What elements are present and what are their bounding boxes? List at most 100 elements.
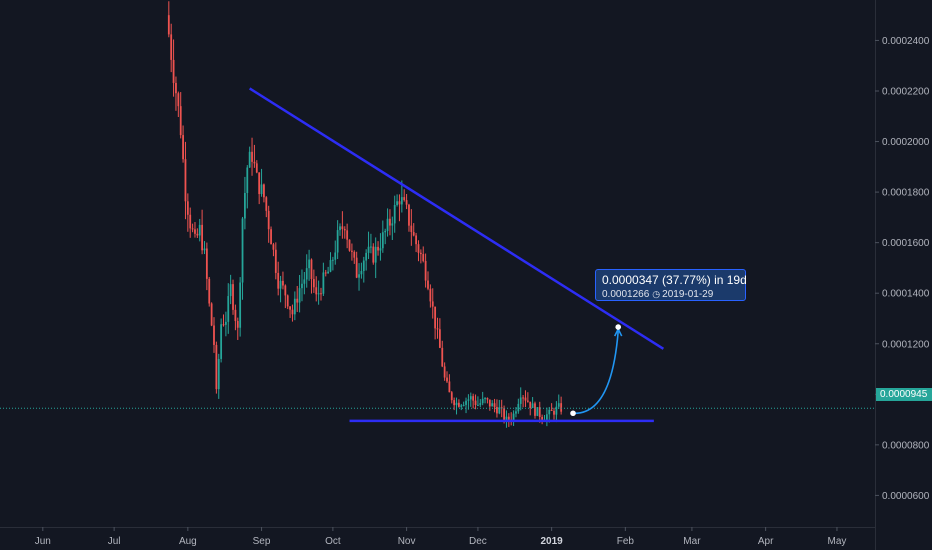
candle-body — [536, 407, 539, 416]
projection-target-price: 0.0001266 — [602, 289, 650, 300]
price-tick-label: 0.0001400 — [882, 289, 930, 300]
candle-body — [282, 280, 284, 286]
candle-body — [450, 392, 453, 401]
candle-body — [493, 403, 496, 407]
candle-body — [324, 272, 327, 274]
candle-body — [244, 192, 246, 219]
candle-body — [213, 325, 215, 345]
candle-body — [217, 358, 220, 390]
candle-body — [329, 260, 332, 272]
time-tick-label: Apr — [758, 536, 774, 547]
candle-body — [427, 280, 429, 289]
candle-body — [286, 295, 289, 307]
candle-body — [386, 218, 389, 231]
candle-body — [205, 248, 208, 279]
candle-body — [320, 293, 322, 295]
candle-body — [284, 285, 287, 296]
candle-body — [274, 249, 277, 273]
candle-body — [408, 204, 410, 226]
projection-info-box: 0.0000347 (37.77%) in 19d 0.0001266 ◷ 2019… — [595, 269, 747, 301]
candle-body — [270, 229, 272, 245]
candle-body — [196, 233, 199, 236]
candle-body — [491, 403, 494, 407]
time-tick-label: Aug — [179, 536, 197, 547]
candle-body — [460, 405, 463, 407]
candle-body — [236, 321, 239, 328]
candle-body — [438, 329, 441, 348]
candle-body — [481, 398, 484, 404]
candle-body — [457, 402, 460, 407]
candle-body — [229, 284, 232, 297]
candle-body — [251, 151, 253, 162]
candle-body — [417, 244, 420, 253]
candle-body — [179, 106, 182, 136]
candle-body — [184, 159, 187, 202]
price-tick-label: 0.0002400 — [882, 36, 930, 47]
candle-body — [403, 197, 406, 201]
candle-body — [474, 400, 477, 405]
candle-body — [522, 397, 524, 399]
candle-body — [291, 309, 294, 315]
candle-body — [194, 229, 196, 234]
candle-body — [515, 411, 517, 414]
candle-body — [398, 201, 401, 205]
candle-body — [263, 184, 265, 198]
candle-body — [436, 328, 439, 330]
candle-body — [189, 214, 192, 229]
time-tick-label: Jul — [108, 536, 121, 547]
candle-body — [384, 230, 387, 233]
candle-body — [362, 260, 365, 272]
candle-body — [443, 366, 446, 378]
candle-body — [317, 293, 320, 295]
time-tick-label: Mar — [683, 536, 701, 547]
candle-body — [405, 200, 408, 205]
price-tick-label: 0.0001800 — [882, 188, 930, 199]
candle-body — [429, 288, 432, 302]
candle-body — [172, 59, 175, 83]
candle-body — [346, 230, 349, 240]
candle-body — [412, 232, 415, 236]
projection-curve — [572, 331, 620, 415]
candle-body — [310, 259, 313, 280]
candle-body — [343, 229, 346, 231]
candle-body — [557, 403, 560, 407]
candle-body — [293, 298, 296, 315]
candle-body — [496, 406, 498, 414]
price-tick-label: 0.0001200 — [882, 339, 930, 350]
candle-body — [203, 248, 206, 251]
candle-body — [355, 257, 358, 278]
candle-body — [232, 284, 234, 310]
time-tick-label: 2019 — [541, 536, 564, 547]
candle-body — [339, 226, 341, 231]
candle-body — [467, 399, 470, 401]
time-tick-label: May — [828, 536, 847, 547]
projection-target-date: 2019-01-29 — [662, 289, 714, 300]
candle-body — [367, 246, 370, 253]
candle-body — [170, 34, 173, 60]
candle-body — [415, 235, 418, 245]
candle-body — [331, 259, 334, 261]
candle-body — [434, 306, 437, 329]
time-tick-label: Dec — [469, 536, 487, 547]
candle-body — [422, 254, 425, 261]
price-tick-label: 0.0000600 — [882, 491, 930, 502]
projection-target-row: 0.0001266 ◷ 2019-01-29 — [602, 288, 739, 301]
current-price-label: 0.0000945 — [876, 388, 932, 401]
candle-body — [465, 400, 467, 405]
candle-body — [201, 224, 204, 251]
time-tick-label: Nov — [398, 536, 416, 547]
candle-body — [472, 396, 475, 401]
time-axis[interactable]: Jun Jul Aug Sep Oct Nov Dec 2019 Feb Mar Apr May — [35, 527, 847, 547]
candle-body — [182, 135, 184, 160]
candle-body — [507, 416, 510, 420]
candle-body — [248, 151, 251, 168]
candle-body — [234, 309, 237, 322]
candle-body — [315, 287, 318, 295]
candle-body — [305, 268, 308, 280]
candle-body — [389, 218, 391, 226]
candle-body — [453, 400, 456, 406]
candle-body — [289, 306, 291, 310]
candle-body — [553, 410, 555, 415]
